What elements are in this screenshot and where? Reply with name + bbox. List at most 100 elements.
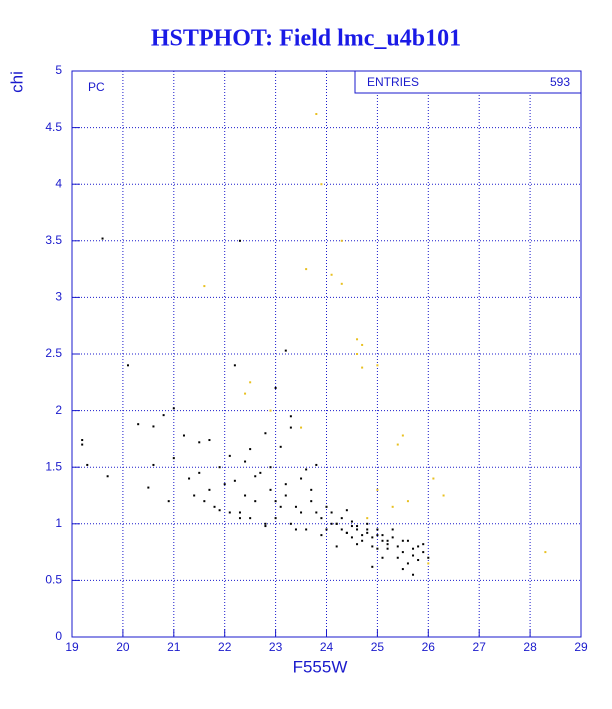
point <box>340 517 343 520</box>
point <box>305 468 308 471</box>
point <box>320 517 323 520</box>
point <box>203 500 206 503</box>
x-tick-label: 23 <box>269 640 283 654</box>
point <box>320 534 323 537</box>
chart-title: HSTPHOT: Field lmc_u4b101 <box>151 26 461 52</box>
point <box>376 364 379 367</box>
point <box>356 353 359 355</box>
point <box>330 273 333 276</box>
point <box>376 534 379 537</box>
point <box>406 500 409 503</box>
y-tick-label: 0 <box>55 629 62 643</box>
point <box>391 536 394 539</box>
x-tick-label: 19 <box>65 640 79 654</box>
point <box>238 239 241 242</box>
point <box>289 415 292 418</box>
point <box>310 488 313 491</box>
point <box>361 539 364 542</box>
point <box>381 539 384 542</box>
point <box>223 483 226 486</box>
point <box>401 568 404 571</box>
x-tick-label: 21 <box>167 640 181 654</box>
y-tick-label: 2 <box>55 403 62 417</box>
point <box>274 517 277 520</box>
point <box>279 505 282 508</box>
point <box>432 477 435 480</box>
point <box>417 545 420 548</box>
y-tick-label: 2.5 <box>45 346 62 360</box>
point <box>249 448 252 451</box>
point <box>254 475 257 478</box>
point <box>422 543 425 546</box>
point <box>259 471 262 474</box>
point <box>345 509 348 512</box>
point <box>386 539 389 542</box>
point <box>172 407 175 410</box>
point <box>340 282 343 285</box>
point <box>340 239 343 242</box>
point <box>325 505 328 508</box>
point <box>269 488 272 491</box>
x-tick-label: 29 <box>574 640 588 654</box>
point <box>126 364 129 367</box>
point <box>361 534 364 537</box>
point <box>330 522 333 525</box>
point <box>208 439 211 442</box>
point <box>249 381 252 384</box>
point <box>376 488 379 491</box>
point <box>203 285 206 288</box>
point <box>391 528 394 531</box>
y-tick-label: 5 <box>55 63 62 77</box>
point <box>274 386 277 389</box>
y-tick-label: 4 <box>55 176 62 190</box>
point <box>244 392 247 395</box>
point <box>289 426 292 429</box>
annotation: PC <box>88 80 105 94</box>
y-tick-label: 0.5 <box>45 573 62 587</box>
point <box>284 483 287 486</box>
point <box>228 454 231 457</box>
point <box>213 505 216 508</box>
point <box>356 528 359 531</box>
point <box>238 517 241 520</box>
point <box>81 443 84 446</box>
point <box>198 471 201 474</box>
point <box>228 511 231 514</box>
point <box>366 528 369 531</box>
point <box>361 366 364 369</box>
point <box>366 531 369 534</box>
point <box>289 522 292 525</box>
point <box>294 505 297 508</box>
point <box>356 338 359 341</box>
point <box>396 556 399 559</box>
point <box>198 441 201 444</box>
point <box>264 522 267 525</box>
point <box>320 183 323 186</box>
point <box>300 426 303 429</box>
point <box>284 494 287 497</box>
point <box>335 522 338 525</box>
point <box>305 528 308 531</box>
point <box>396 443 399 446</box>
point <box>427 562 430 565</box>
point <box>371 536 374 539</box>
point <box>152 463 155 466</box>
point <box>345 531 348 534</box>
point <box>274 500 277 503</box>
point <box>279 445 282 448</box>
point <box>310 500 313 503</box>
point <box>188 477 191 480</box>
point <box>244 460 247 463</box>
point <box>401 551 404 554</box>
point <box>269 409 272 412</box>
point <box>315 511 318 514</box>
point <box>172 457 175 460</box>
point <box>315 463 318 466</box>
point <box>218 509 221 512</box>
point <box>162 414 165 417</box>
point <box>137 423 140 426</box>
point <box>305 268 308 271</box>
y-axis-label: chi <box>7 71 26 93</box>
stats-box <box>354 70 582 94</box>
